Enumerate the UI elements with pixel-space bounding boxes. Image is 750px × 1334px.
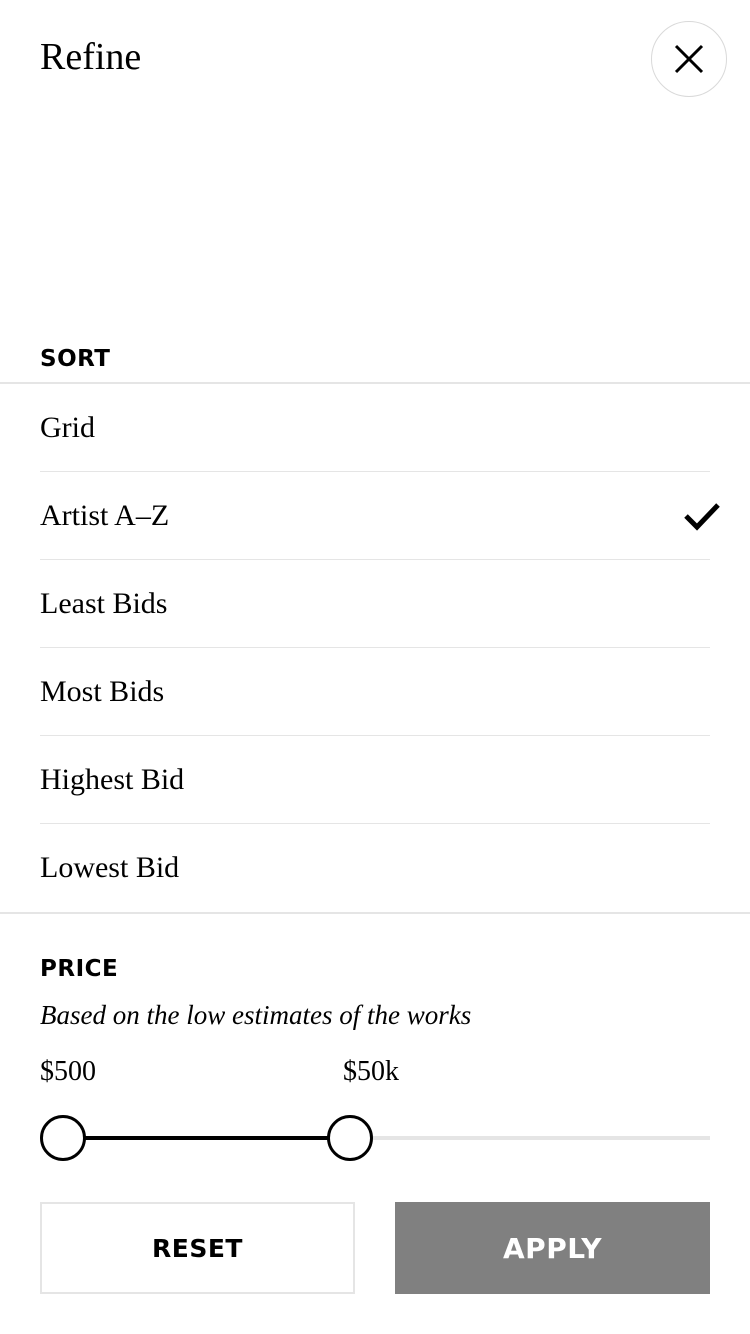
sort-section-label: SORT bbox=[40, 346, 111, 372]
page-title: Refine bbox=[40, 36, 142, 78]
divider bbox=[0, 382, 750, 384]
reset-button[interactable]: RESET bbox=[40, 1202, 355, 1294]
sort-option-lowest-bid[interactable]: Lowest Bid bbox=[40, 824, 710, 912]
sort-option-grid[interactable]: Grid bbox=[40, 384, 710, 472]
sort-option-label: Lowest Bid bbox=[40, 851, 180, 884]
checkmark-icon bbox=[684, 502, 720, 531]
close-icon bbox=[674, 44, 704, 74]
slider-max-handle[interactable] bbox=[327, 1115, 374, 1161]
divider bbox=[0, 912, 750, 914]
sort-option-least-bids[interactable]: Least Bids bbox=[40, 560, 710, 648]
sort-option-label: Artist A–Z bbox=[40, 498, 170, 532]
sort-option-highest-bid[interactable]: Highest Bid bbox=[40, 736, 710, 824]
slider-selected-range bbox=[63, 1136, 351, 1140]
price-max-value: $50k bbox=[343, 1056, 399, 1087]
price-range-slider[interactable] bbox=[40, 1114, 710, 1162]
sort-option-label: Least Bids bbox=[40, 586, 168, 620]
sort-option-artist-a-z[interactable]: Artist A–Z bbox=[40, 472, 720, 560]
slider-track bbox=[40, 1136, 710, 1140]
sort-option-most-bids[interactable]: Most Bids bbox=[40, 648, 710, 736]
price-section-label: PRICE bbox=[40, 956, 119, 982]
sort-option-label: Most Bids bbox=[40, 674, 165, 708]
slider-min-handle[interactable] bbox=[40, 1115, 86, 1161]
sort-option-label: Grid bbox=[40, 410, 95, 444]
apply-button[interactable]: APPLY bbox=[395, 1202, 710, 1294]
sort-options-list: Grid Artist A–Z Least Bids Most Bids Hig… bbox=[40, 384, 720, 912]
close-button[interactable] bbox=[651, 21, 727, 97]
sort-option-label: Highest Bid bbox=[40, 762, 185, 796]
price-min-value: $500 bbox=[40, 1056, 96, 1087]
price-subtitle: Based on the low estimates of the works bbox=[40, 1000, 472, 1030]
